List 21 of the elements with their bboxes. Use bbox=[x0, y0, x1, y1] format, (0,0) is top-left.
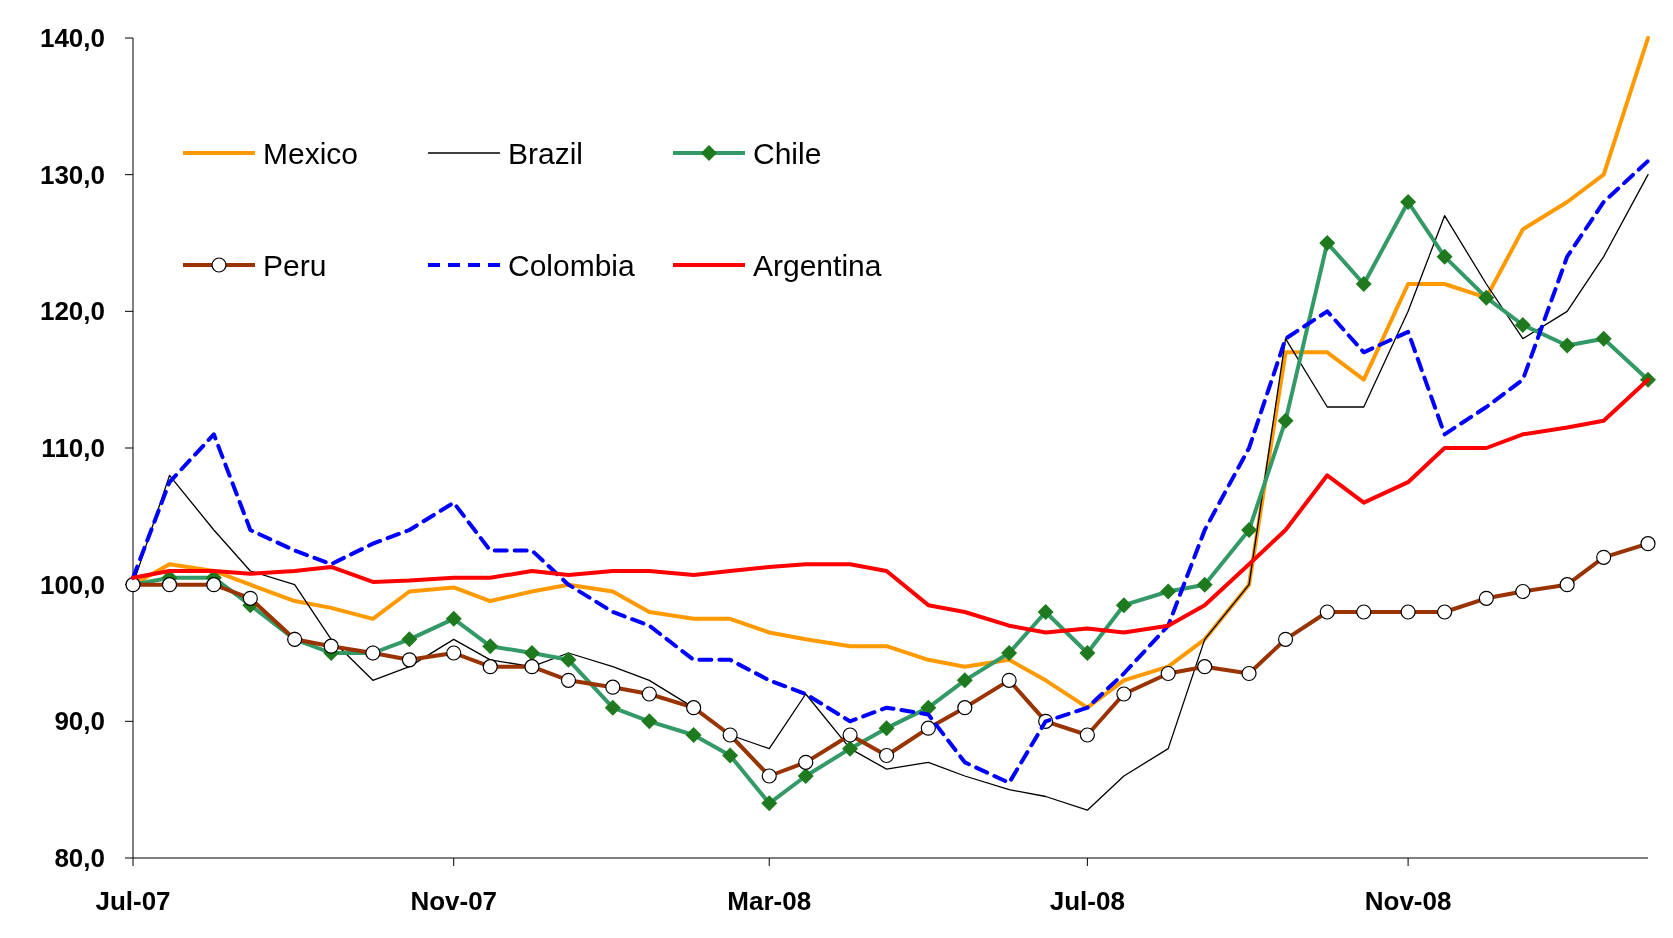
legend-label: Argentina bbox=[753, 248, 882, 282]
y-tick-label: 90,0 bbox=[54, 706, 105, 737]
y-tick-label: 100,0 bbox=[39, 569, 105, 600]
legend-label: Colombia bbox=[508, 248, 636, 282]
y-tick-label: 130,0 bbox=[39, 159, 105, 190]
x-tick-label: Jul-08 bbox=[1049, 886, 1125, 916]
y-tick-label: 80,0 bbox=[54, 843, 105, 874]
x-tick-label: Nov-08 bbox=[1364, 886, 1452, 916]
point bbox=[686, 700, 702, 716]
point bbox=[722, 727, 738, 743]
legend-label: Peru bbox=[263, 248, 327, 282]
x-tick-label: Nov-07 bbox=[410, 886, 498, 916]
x-tick-label: Mar-08 bbox=[727, 886, 812, 916]
legend-label: Mexico bbox=[263, 136, 359, 170]
y-tick-label: 140,0 bbox=[39, 23, 105, 54]
y-tick-label: 120,0 bbox=[39, 296, 105, 327]
point bbox=[524, 659, 540, 675]
x-tick-label: Jul-07 bbox=[95, 886, 171, 916]
y-tick-label: 110,0 bbox=[41, 433, 105, 464]
legend-label: Brazil bbox=[508, 136, 584, 170]
legend-label: Chile bbox=[753, 136, 822, 170]
